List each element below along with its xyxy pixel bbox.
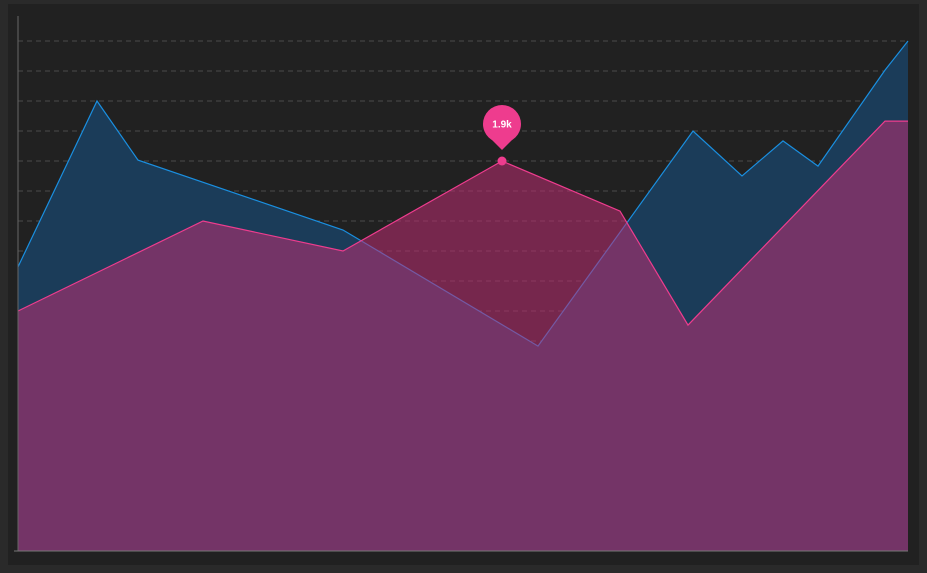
area-line [17,40,909,347]
area-line [17,120,908,327]
area-fill [18,121,908,551]
tooltip-balloon [483,105,521,143]
data-label: 1.9k [492,120,512,131]
point-marker [497,156,507,166]
